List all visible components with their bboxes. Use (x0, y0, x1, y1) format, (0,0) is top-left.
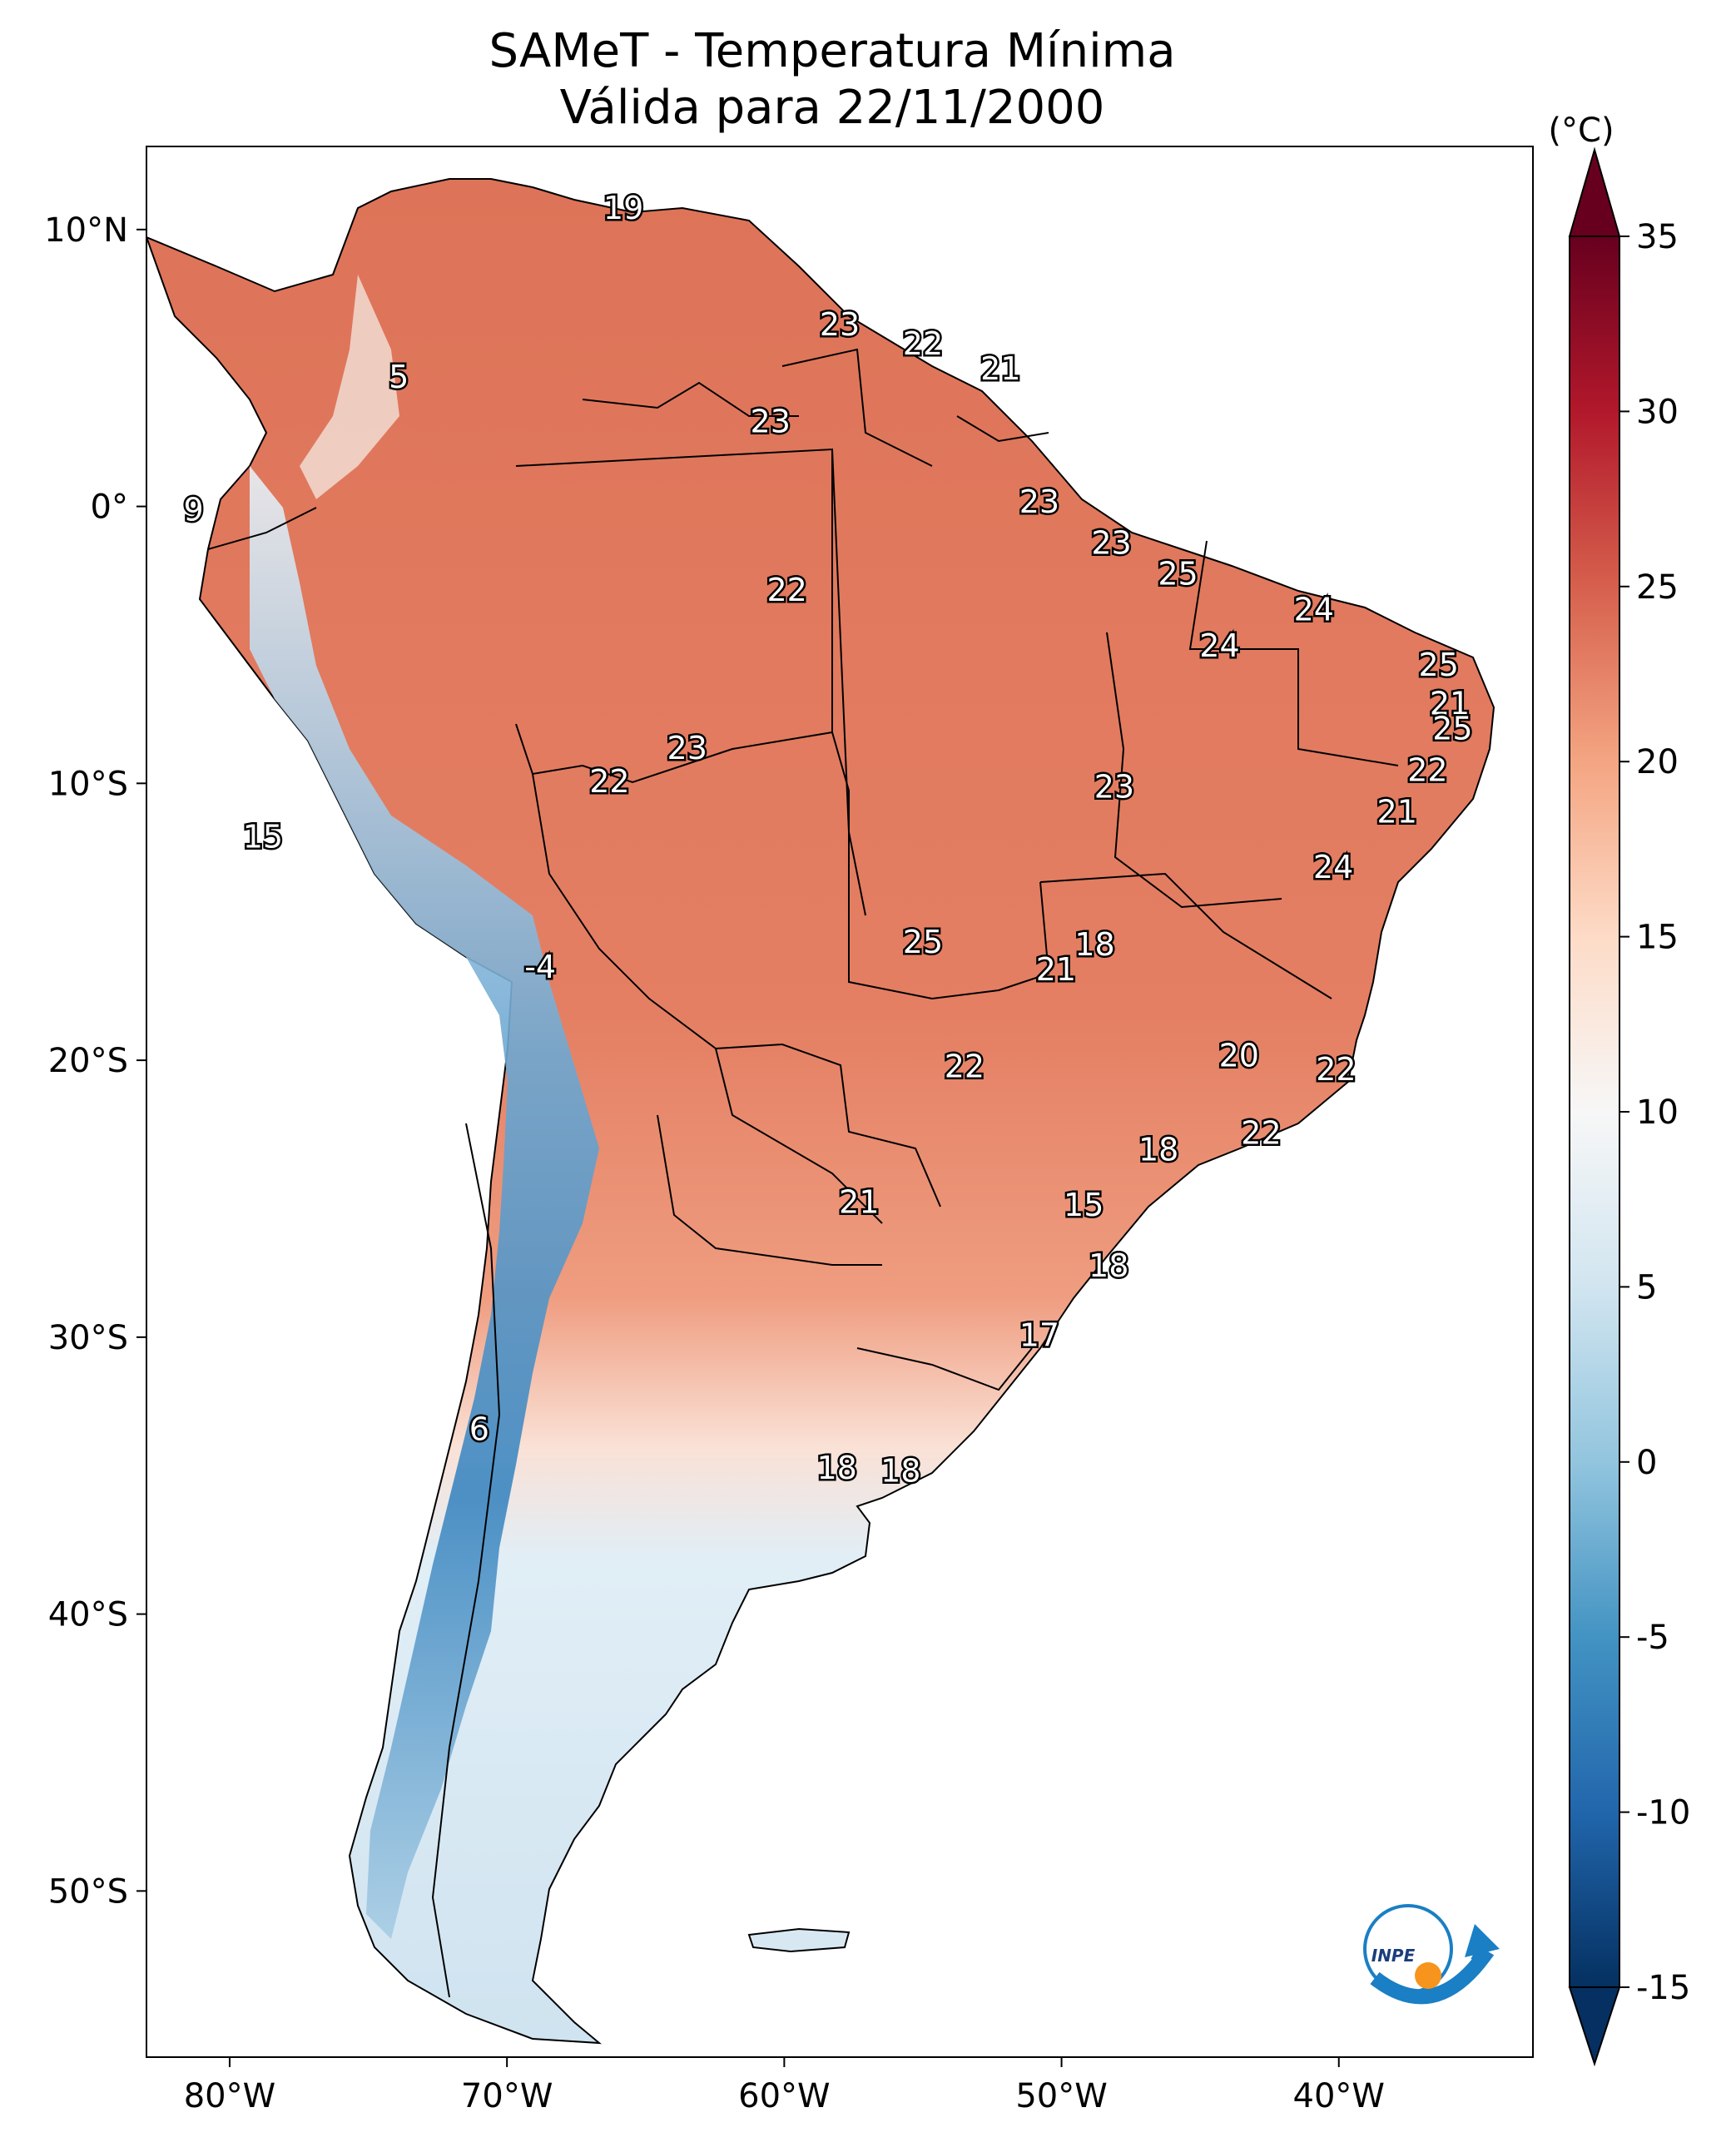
temperature-value-label: 23 (667, 730, 707, 766)
temperature-value-label: 21 (1377, 793, 1417, 830)
colorbar-tick-label: 0 (1636, 1444, 1657, 1482)
longitude-tick-label: 60°W (738, 2077, 830, 2115)
temperature-value-label: 25 (1419, 647, 1459, 683)
colorbar-lower-extension (1568, 1986, 1621, 2067)
logo-text: INPE (1371, 1946, 1416, 1966)
temperature-value-label: 18 (816, 1450, 856, 1486)
longitude-tick-label: 70°W (461, 2077, 553, 2115)
colorbar-tick-label: 10 (1636, 1093, 1679, 1132)
temperature-value-label: 22 (945, 1049, 985, 1085)
temperature-value-label: 25 (903, 924, 943, 960)
latitude-tick-label: 20°S (48, 1042, 128, 1080)
temperature-value-label: 22 (1407, 752, 1447, 789)
temperature-value-label: 21 (839, 1184, 879, 1221)
temperature-value-label: 24 (1313, 849, 1353, 885)
latitude-axis: 10°N 0° 10°S 20°S 30°S 40°S 50°S (44, 211, 146, 1911)
map-frame (146, 146, 1534, 2058)
colorbar: (°C) 35 30 25 20 15 10 5 0 -5 -10 -15 (1548, 112, 1690, 2067)
logo-arrow-swoosh (1370, 1946, 1495, 2005)
temperature-value-label: 9 (184, 492, 204, 528)
latitude-tick-label: 50°S (48, 1872, 128, 1911)
temperature-value-label: 15 (1064, 1187, 1104, 1223)
colorbar-tick-label: -15 (1636, 1969, 1690, 2007)
colorbar-tick-label: 20 (1636, 743, 1679, 781)
longitude-axis: 80°W 70°W 60°W 50°W 40°W (184, 2057, 1385, 2115)
latitude-tick-label: 10°S (48, 765, 128, 803)
temperature-value-label: -4 (524, 949, 556, 985)
temperature-value-label: 24 (1199, 627, 1239, 664)
colorbar-tick-label: -5 (1636, 1619, 1669, 1657)
temperature-value-label: 18 (1074, 926, 1114, 963)
colorbar-gradient (1569, 236, 1620, 1988)
temperature-value-label: 25 (1158, 555, 1198, 592)
temperature-field (146, 178, 1495, 2045)
longitude-tick-label: 80°W (184, 2077, 275, 2115)
map-axes: 80°W 70°W 60°W 50°W 40°W 10°N 0° 10°S 20°S 30°S 4… (44, 146, 1534, 2115)
temperature-value-label: 6 (469, 1411, 489, 1447)
colorbar-tick-label: 30 (1636, 393, 1679, 431)
map-title-line-2: Válida para 22/11/2000 (560, 81, 1105, 135)
temperature-value-label: 22 (903, 325, 943, 362)
temperature-value-label: 23 (1019, 483, 1059, 520)
latitude-tick-label: 10°N (44, 211, 128, 250)
temperature-value-label: 22 (767, 572, 807, 608)
colorbar-upper-extension (1568, 146, 1621, 237)
temperature-value-label: 21 (1430, 686, 1470, 722)
temperature-value-label: 23 (1094, 768, 1134, 805)
falkland-islands (747, 1927, 851, 1953)
longitude-tick-label: 40°W (1293, 2077, 1385, 2115)
colorbar-tick-label: 35 (1636, 218, 1679, 256)
temperature-value-label: 22 (589, 763, 629, 800)
logo-arrow-head-icon (1465, 1924, 1500, 1957)
andes-cold-band (250, 466, 599, 1939)
longitude-tick-label: 50°W (1015, 2077, 1107, 2115)
temperature-value-label: 22 (1241, 1114, 1281, 1151)
temperature-value-label: 23 (751, 403, 791, 439)
latitude-tick-label: 40°S (48, 1596, 128, 1634)
map-title-line-1: SAMeT - Temperatura Mínima (489, 24, 1175, 78)
latitude-tick-label: 30°S (48, 1319, 128, 1357)
temperature-value-label: 17 (1019, 1316, 1059, 1353)
temperature-value-label: 21 (980, 350, 1020, 387)
temperature-value-label: 23 (820, 306, 860, 343)
temperature-value-label: 22 (1316, 1051, 1356, 1088)
inpe-logo: INPE (1363, 1904, 1500, 2005)
temperature-value-label: 19 (603, 190, 643, 226)
logo-orange-dot (1415, 1962, 1441, 1989)
colorbar-tick-label: 5 (1636, 1268, 1657, 1307)
colombian-andes-streak (300, 275, 399, 499)
temperature-value-label: 24 (1294, 592, 1334, 628)
colorbar-tick-label: 25 (1636, 568, 1679, 607)
temperature-value-label: 23 (1091, 525, 1131, 562)
colorbar-ticks: 35 30 25 20 15 10 5 0 -5 -10 -15 (1619, 218, 1690, 2007)
colorbar-tick-label: -10 (1636, 1794, 1690, 1832)
temperature-value-label: 5 (389, 359, 409, 395)
country-borders (207, 348, 1399, 1998)
colorbar-tick-label: 15 (1636, 919, 1679, 957)
temperature-value-label: 25 (1432, 711, 1472, 747)
colorbar-unit-label: (°C) (1548, 112, 1614, 150)
temperature-value-label: 18 (1089, 1247, 1128, 1284)
latitude-tick-label: 0° (91, 488, 128, 527)
temperature-value-label: 18 (1138, 1131, 1178, 1168)
temperature-value-label: 18 (880, 1452, 920, 1489)
temperature-value-label: 20 (1219, 1037, 1259, 1074)
temperature-value-label: 21 (1036, 951, 1076, 988)
temperature-value-label: 15 (243, 818, 283, 855)
